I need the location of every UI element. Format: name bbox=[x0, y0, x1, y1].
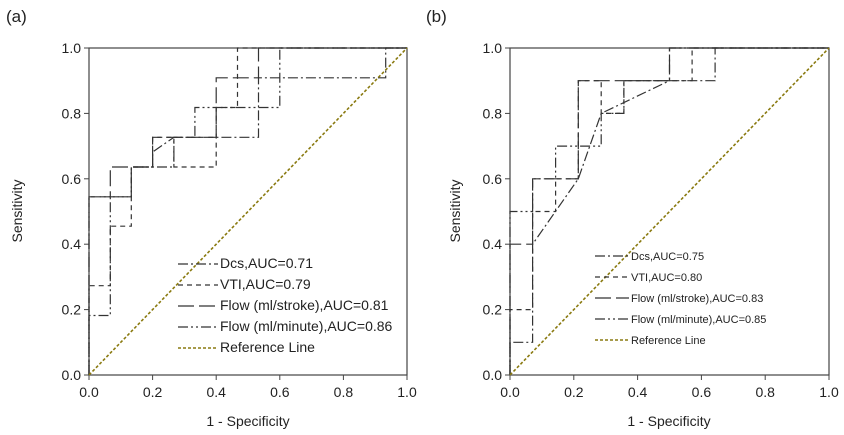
panel-a-legend-label: Reference Line bbox=[220, 339, 315, 355]
panel-b-x-axis-title: 1 - Specificity bbox=[627, 413, 710, 429]
panel-a-plot: 0.0 0.2 0.4 0.6 0.8 1.0 0.0 0.2 0.4 0.6 0.8 1.0 Dcs,… bbox=[62, 40, 417, 400]
panel-a-y-tick-label: 1.0 bbox=[62, 40, 82, 56]
panel-b-y-axis-title: Sensitivity bbox=[447, 179, 463, 242]
panel-a-y-tick-label: 0.4 bbox=[62, 236, 82, 252]
panel-b-legend-label: Flow (ml/minute),AUC=0.85 bbox=[631, 314, 766, 326]
panel-b-y-tick-label: 0.4 bbox=[483, 236, 503, 252]
panel-a-x-tick-label: 0.2 bbox=[143, 384, 163, 400]
panel-a-y-tick-label: 0.6 bbox=[62, 171, 82, 187]
panel-b-legend-label: Reference Line bbox=[631, 335, 706, 347]
panel-a-x-tick-label: 1.0 bbox=[397, 384, 417, 400]
panel-a-series-line-4 bbox=[88, 47, 407, 375]
panel-b-series-line-1 bbox=[509, 47, 829, 375]
panel-a-x-tick-label: 0.0 bbox=[79, 384, 99, 400]
panel-b-y-tick-label: 0.8 bbox=[483, 105, 503, 121]
panel-a-y-tick-label: 0.0 bbox=[62, 367, 82, 383]
panel-b-series-line-3 bbox=[509, 47, 829, 375]
panel-b-legend-label: Dcs,AUC=0.75 bbox=[631, 251, 704, 263]
panel-a-y-tick-label: 0.2 bbox=[62, 302, 82, 318]
panel-b-y-tick-label: 0.0 bbox=[483, 367, 503, 383]
panel-b-y-tick-label: 1.0 bbox=[483, 40, 503, 56]
panel-b-series-line-4 bbox=[509, 47, 829, 375]
panel-b-x-tick-label: 0.2 bbox=[564, 384, 584, 400]
panel-b-x-tick-label: 0.4 bbox=[628, 384, 648, 400]
panel-a-y-axis-title: Sensitivity bbox=[9, 179, 25, 242]
panel-b-x-tick-label: 0.6 bbox=[692, 384, 712, 400]
panel-b-x-tick-label: 1.0 bbox=[819, 384, 839, 400]
panel-a-series-line-3 bbox=[88, 47, 407, 375]
panel-a-x-tick-label: 0.8 bbox=[334, 384, 354, 400]
panel-a-legend-label: VTI,AUC=0.79 bbox=[220, 276, 311, 292]
panel-a-legend: Dcs,AUC=0.71 VTI,AUC=0.79 Flow (ml/stroke)… bbox=[178, 255, 393, 355]
panel-b-series-line-5 bbox=[509, 47, 830, 376]
panel-b-plot: 0.0 0.2 0.4 0.6 0.8 1.0 0.0 0.2 0.4 0.6 0.8 1.0 Dcs,… bbox=[483, 40, 839, 400]
panel-a-series-line-5 bbox=[88, 47, 408, 376]
panel-b-label: (b) bbox=[426, 7, 447, 26]
panel-b-y-tick-label: 0.2 bbox=[483, 302, 503, 318]
panel-a-legend-label: Flow (ml/minute),AUC=0.86 bbox=[220, 318, 393, 334]
panel-a-x-axis-title: 1 - Specificity bbox=[206, 413, 289, 429]
panel-a-legend-label: Dcs,AUC=0.71 bbox=[220, 255, 313, 271]
panel-a-x-tick-label: 0.4 bbox=[206, 384, 226, 400]
panel-a-legend-label: Flow (ml/stroke),AUC=0.81 bbox=[220, 297, 389, 313]
panel-b-y-tick-label: 0.6 bbox=[483, 171, 503, 187]
panel-a-label: (a) bbox=[6, 7, 27, 26]
panel-b-legend-label: VTI,AUC=0.80 bbox=[631, 272, 702, 284]
panel-b-x-tick-label: 0.8 bbox=[755, 384, 775, 400]
panel-a-x-tick-label: 0.6 bbox=[270, 384, 290, 400]
panel-b-legend: Dcs,AUC=0.75 VTI,AUC=0.80 Flow (ml/stroke)… bbox=[595, 251, 766, 347]
panel-b-x-tick-label: 0.0 bbox=[500, 384, 520, 400]
panel-a-y-tick-label: 0.8 bbox=[62, 105, 82, 121]
panel-b-legend-label: Flow (ml/stroke),AUC=0.83 bbox=[631, 293, 763, 305]
